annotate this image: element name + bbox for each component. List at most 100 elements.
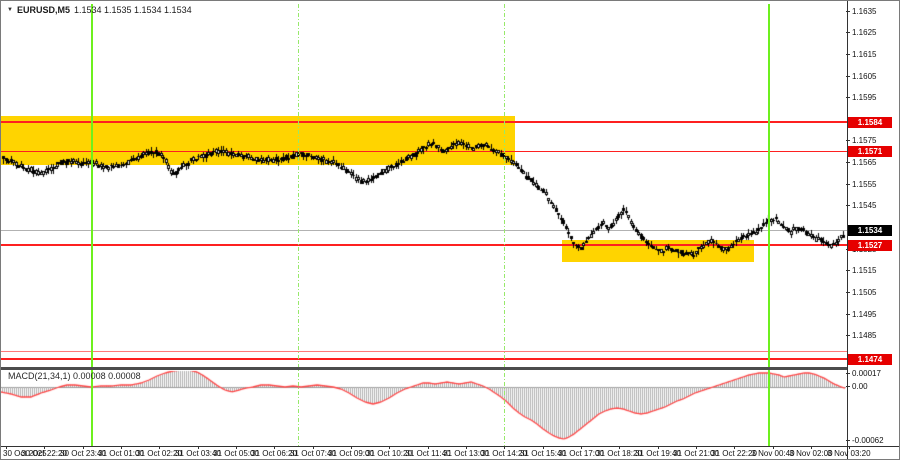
price-tick-label: 1.1615 xyxy=(852,50,877,59)
time-tick-dash xyxy=(6,446,7,449)
time-tick-label: 31 Oct 06:20 xyxy=(251,449,297,458)
price-tick: 1.1565 xyxy=(846,158,899,169)
time-tick-dash xyxy=(121,446,122,449)
price-tick: 1.1545 xyxy=(846,201,899,212)
vertical-line[interactable] xyxy=(298,4,299,447)
price-tick: 1.1505 xyxy=(846,288,899,299)
price-tick: 1.1495 xyxy=(846,310,899,321)
price-tick-label: 1.1485 xyxy=(852,331,877,340)
price-tick-label: 1.1505 xyxy=(852,288,877,297)
time-tick-label: 3 Nov 02:00 xyxy=(789,449,833,458)
price-tick-dash xyxy=(846,32,850,33)
panel-separator[interactable] xyxy=(1,367,847,370)
time-tick-label: 31 Oct 17:00 xyxy=(558,449,604,458)
time-tick-label: 31 Oct 05:00 xyxy=(213,449,259,458)
price-level-badge: 1.1474 xyxy=(848,354,892,365)
macd-tick-label: 0.00017 xyxy=(852,369,881,378)
current-price-badge: 1.1534 xyxy=(848,225,892,236)
time-tick-dash xyxy=(159,446,160,449)
price-tick-label: 1.1625 xyxy=(852,28,877,37)
time-tick-dash xyxy=(734,446,735,449)
price-tick: 1.1595 xyxy=(846,93,899,104)
time-tick-label: 31 Oct 18:20 xyxy=(596,449,642,458)
time-tick-dash xyxy=(274,446,275,449)
time-tick-dash xyxy=(619,446,620,449)
time-tick-dash xyxy=(581,446,582,449)
time-tick-label: 31 Oct 15:40 xyxy=(520,449,566,458)
price-tick: 1.1485 xyxy=(846,331,899,342)
price-tick-label: 1.1515 xyxy=(852,266,877,275)
time-tick-dash xyxy=(658,446,659,449)
macd-tick-label: 0.00 xyxy=(852,382,868,391)
time-tick-dash xyxy=(543,446,544,449)
price-tick-label: 1.1605 xyxy=(852,72,877,81)
time-tick-dash xyxy=(466,446,467,449)
price-tick-dash xyxy=(846,76,850,77)
price-tick-dash xyxy=(846,270,850,271)
price-level-badge: 1.1584 xyxy=(848,117,892,128)
macd-tick: 0.00 xyxy=(846,382,899,393)
time-tick-dash xyxy=(351,446,352,449)
price-tick-label: 1.1565 xyxy=(852,158,877,167)
indicator-values: 0.00008 0.00008 xyxy=(73,371,141,381)
price-tick: 1.1605 xyxy=(846,72,899,83)
time-tick-label: 31 Oct 10:20 xyxy=(366,449,412,458)
price-tick-dash xyxy=(846,11,850,12)
price-tick-label: 1.1575 xyxy=(852,136,877,145)
time-tick-dash xyxy=(428,446,429,449)
time-tick-dash xyxy=(83,446,84,449)
time-tick-label: 3 Nov 00:40 xyxy=(751,449,795,458)
time-tick-label: 3 Nov 03:20 xyxy=(827,449,871,458)
price-level-badge: 1.1571 xyxy=(848,146,892,157)
time-tick-label: 31 Oct 11:40 xyxy=(405,449,451,458)
time-tick-dash xyxy=(849,446,850,449)
price-tick-dash xyxy=(846,314,850,315)
time-tick-label: 31 Oct 02:20 xyxy=(136,449,182,458)
price-tick: 1.1635 xyxy=(846,7,899,18)
time-tick-label: 30 Oct 22:20 xyxy=(21,449,67,458)
time-tick-label: 31 Oct 22:20 xyxy=(711,449,757,458)
price-tick-label: 1.1545 xyxy=(852,201,877,210)
price-tick-dash xyxy=(846,205,850,206)
time-tick-label: 31 Oct 09:00 xyxy=(328,449,374,458)
price-tick-dash xyxy=(846,335,850,336)
time-tick-label: 31 Oct 19:40 xyxy=(635,449,681,458)
vertical-line[interactable] xyxy=(768,4,770,447)
time-tick-label: 31 Oct 13:00 xyxy=(443,449,489,458)
symbol-marker-icon[interactable]: ▼ xyxy=(7,7,13,13)
time-tick-dash xyxy=(504,446,505,449)
time-tick-label: 30 Oct 23:40 xyxy=(60,449,106,458)
price-tick: 1.1515 xyxy=(846,266,899,277)
time-axis-border xyxy=(1,446,899,447)
price-tick-label: 1.1495 xyxy=(852,310,877,319)
price-tick-label: 1.1595 xyxy=(852,93,877,102)
time-tick-label: 31 Oct 01:00 xyxy=(98,449,144,458)
time-tick-dash xyxy=(389,446,390,449)
time-tick-dash xyxy=(811,446,812,449)
indicator-label: MACD(21,34,1) 0.00008 0.00008 xyxy=(8,371,141,381)
price-tick-dash xyxy=(846,140,850,141)
macd-tick-dash xyxy=(846,373,850,374)
macd-tick: -0.00062 xyxy=(846,436,899,447)
time-tick-label: 31 Oct 14:20 xyxy=(481,449,527,458)
time-tick-dash xyxy=(773,446,774,449)
time-tick-dash xyxy=(696,446,697,449)
indicator-name: MACD(21,34,1) xyxy=(8,371,71,381)
price-tick: 1.1625 xyxy=(846,28,899,39)
ohlc-values: 1.1534 1.1535 1.1534 1.1534 xyxy=(73,5,192,15)
price-tick-dash xyxy=(846,184,850,185)
price-level-badge: 1.1527 xyxy=(848,240,892,251)
vertical-line[interactable] xyxy=(91,4,93,447)
time-tick-label: 30 Oct 2025 xyxy=(3,449,47,458)
price-tick-label: 1.1635 xyxy=(852,7,877,16)
chart-title: ▼ EURUSD,M5 1.1534 1.1535 1.1534 1.1534 xyxy=(7,5,192,15)
time-tick-label: 31 Oct 03:40 xyxy=(175,449,221,458)
vertical-line[interactable] xyxy=(504,4,505,447)
price-tick: 1.1615 xyxy=(846,50,899,61)
time-tick-dash xyxy=(236,446,237,449)
price-axis-border xyxy=(847,1,848,459)
price-tick-label: 1.1555 xyxy=(852,180,877,189)
macd-tick-label: -0.00062 xyxy=(852,436,884,445)
